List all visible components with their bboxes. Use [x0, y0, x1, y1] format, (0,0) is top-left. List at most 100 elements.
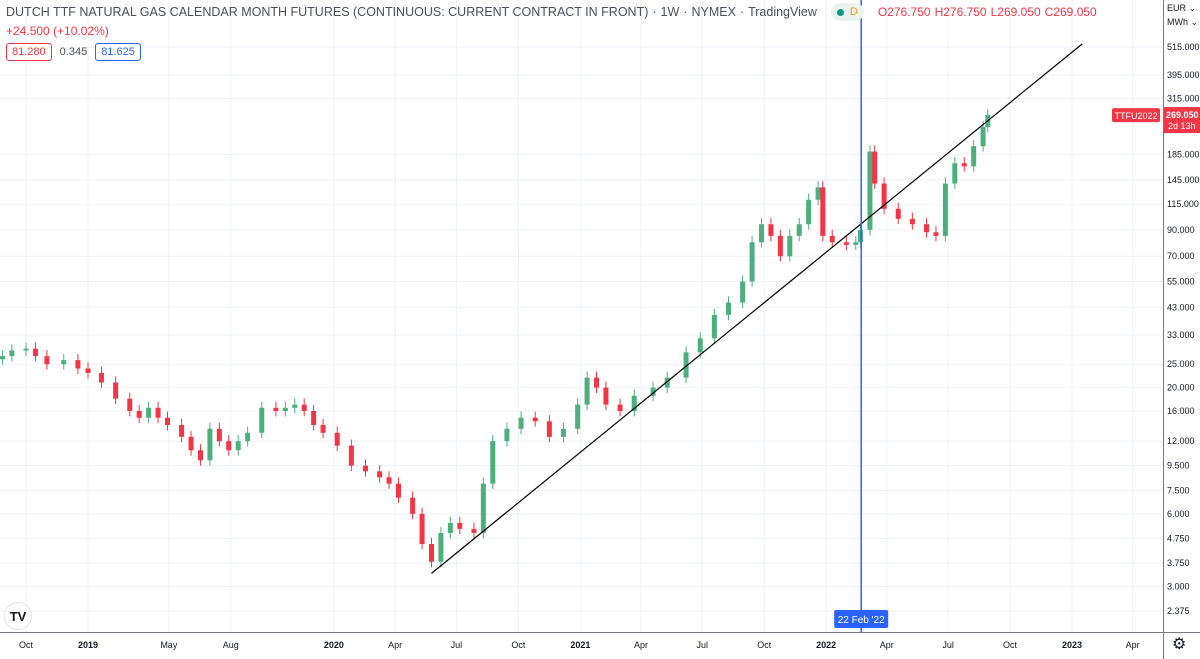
chart-header: DUTCH TTF NATURAL GAS CALENDAR MONTH FUT… — [6, 3, 1156, 39]
bid-price[interactable]: 81.280 — [6, 43, 52, 61]
y-tick-label: 55.000 — [1167, 277, 1195, 287]
y-tick-label: 12.000 — [1167, 436, 1195, 446]
ohlc-close: C269.050 — [1044, 5, 1097, 19]
currency-selector[interactable]: EUR ⌄ — [1167, 3, 1197, 13]
x-tick-label: Oct — [511, 640, 526, 650]
y-tick-label: 25.000 — [1167, 359, 1195, 369]
candle-body — [872, 151, 878, 184]
candle-body — [924, 224, 930, 233]
candle-body — [146, 407, 152, 418]
candle-body — [815, 187, 821, 200]
candle-body — [518, 417, 524, 429]
x-tick-label: 2019 — [78, 640, 98, 650]
candle-body — [829, 235, 835, 243]
candle-body — [980, 127, 986, 147]
last-price-label-bg — [1164, 107, 1200, 134]
y-tick-label: 43.000 — [1167, 302, 1195, 312]
delayed-badge: D — [849, 6, 858, 18]
candle-body — [909, 218, 915, 225]
last-price-label: 269.050 — [1166, 110, 1199, 120]
candle-body — [711, 314, 717, 339]
candle-body — [820, 187, 826, 236]
separator: · — [739, 5, 745, 19]
x-tick-label: Apr — [1126, 640, 1140, 650]
candle-body — [419, 513, 425, 544]
x-tick-label: Jul — [942, 640, 954, 650]
candle-body — [650, 387, 656, 396]
crosshair-date-label: 22 Feb '22 — [838, 615, 885, 626]
candle-body — [480, 483, 486, 533]
candle-body — [457, 522, 463, 529]
x-tick-label: Jul — [451, 640, 463, 650]
candle-body — [933, 232, 939, 236]
x-tick-label: Oct — [19, 640, 34, 650]
y-tick-label: 3.000 — [1167, 582, 1190, 592]
unit-selector[interactable]: MWh ⌄ — [1167, 17, 1199, 27]
candle-body — [320, 424, 326, 433]
ohlc-high: H276.750 — [934, 5, 987, 19]
x-tick-label: 2022 — [816, 640, 836, 650]
y-tick-label: 6.000 — [1167, 509, 1190, 519]
candle-body — [768, 224, 774, 236]
market-open-dot-icon — [836, 8, 844, 16]
candle-body — [32, 348, 38, 357]
y-tick-label: 70.000 — [1167, 251, 1195, 261]
interval[interactable]: 1W — [660, 5, 680, 19]
unit-label: MWh — [1167, 17, 1188, 27]
candle-body — [311, 410, 317, 425]
ask-price[interactable]: 81.625 — [95, 43, 141, 61]
candle-body — [777, 235, 783, 257]
candle-body — [881, 183, 887, 209]
y-tick-label: 395.000 — [1167, 70, 1200, 80]
candle-body — [532, 417, 538, 422]
candle-body — [245, 432, 251, 442]
candle-body — [806, 199, 812, 225]
candle-body — [377, 471, 383, 478]
y-tick-label: 315.000 — [1167, 94, 1200, 104]
candle-body — [787, 235, 793, 257]
candle-body — [273, 407, 279, 411]
x-tick-label: Oct — [757, 640, 772, 650]
candle-body — [301, 404, 307, 411]
candle-body — [188, 436, 194, 451]
candle-body — [113, 382, 119, 399]
currency-label: EUR — [1167, 3, 1187, 13]
symbol-label-bg — [1112, 108, 1160, 123]
candle-body — [631, 395, 637, 411]
candle-body — [334, 432, 340, 446]
candle-body — [197, 450, 203, 461]
candle-body — [575, 404, 581, 429]
candle-body — [490, 441, 496, 484]
candle-body — [740, 281, 746, 303]
candle-body — [867, 151, 873, 230]
candle-body — [664, 377, 670, 388]
separator: · — [652, 5, 657, 19]
candle-body — [292, 404, 298, 408]
settings-gear-icon[interactable]: ⚙ — [1172, 636, 1187, 653]
y-tick-label: 16.000 — [1167, 406, 1195, 416]
candle-body — [98, 372, 104, 383]
candle-body — [697, 338, 703, 353]
candle-body — [179, 424, 185, 437]
source: TradingView — [748, 5, 817, 19]
candle-body — [447, 522, 453, 533]
y-tick-label: 7.500 — [1167, 485, 1190, 495]
spread: 0.345 — [59, 46, 88, 58]
candle-body — [961, 163, 967, 167]
market-status-badge[interactable]: D — [830, 3, 864, 21]
tradingview-logo[interactable]: TV — [4, 602, 32, 630]
candle-body — [617, 404, 623, 411]
candle-body — [759, 224, 765, 243]
candle-body — [726, 302, 732, 315]
candle-body — [971, 146, 977, 167]
candle-body — [0, 356, 5, 360]
candle-body — [207, 428, 213, 461]
candle-body — [9, 350, 15, 357]
ohlc-open: O276.750 — [877, 5, 931, 19]
candle-body — [504, 428, 510, 442]
candle-body — [683, 352, 689, 378]
candle-body — [259, 407, 265, 433]
candle-body — [853, 242, 859, 245]
ohlc-low: L269.050 — [990, 5, 1041, 19]
